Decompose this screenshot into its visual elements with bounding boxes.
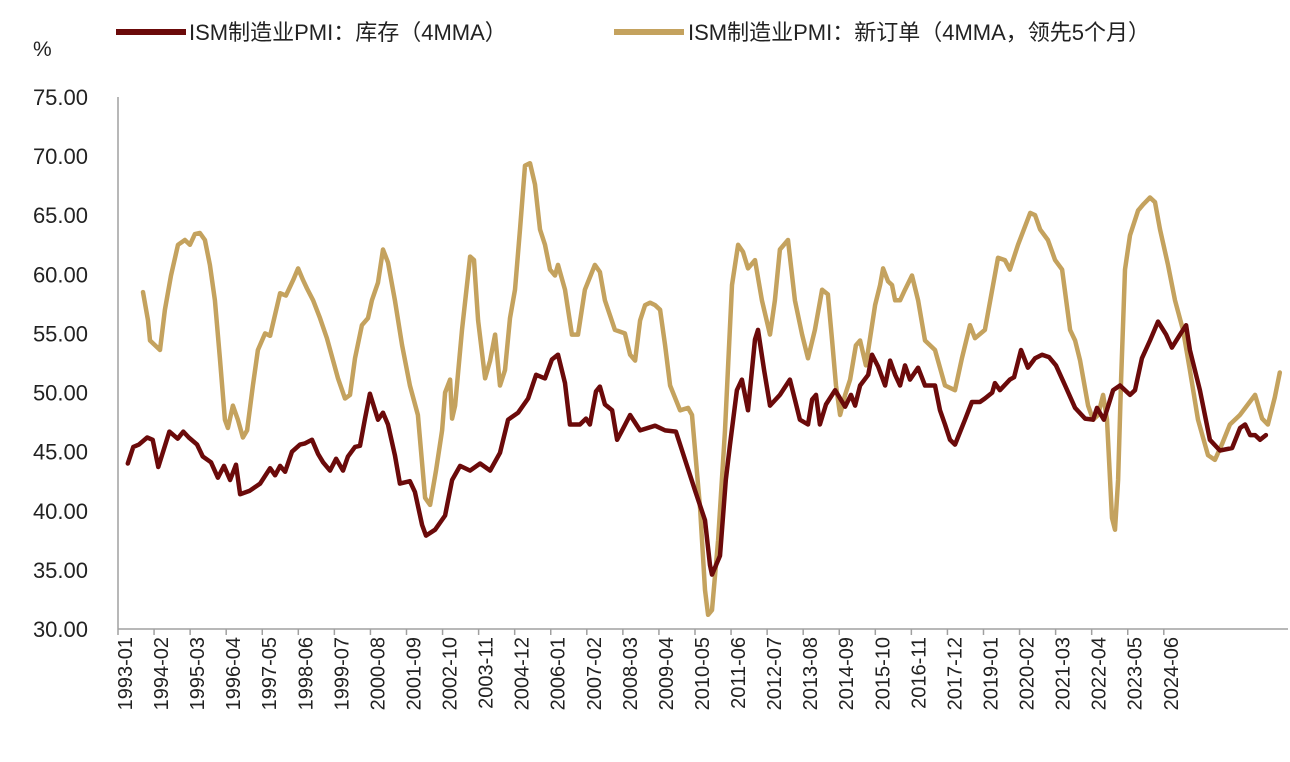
x-tick-label: 2015-10 — [872, 637, 894, 710]
x-tick-label: 1994-02 — [151, 637, 173, 710]
series-line-inventory — [125, 319, 1269, 577]
y-tick-label: 70.00 — [33, 144, 88, 169]
x-tick-label: 1998-06 — [295, 637, 317, 710]
x-tick-label: 1999-07 — [331, 637, 353, 710]
x-tick-label: 2022-04 — [1089, 637, 1111, 710]
y-tick-label: 50.00 — [33, 381, 88, 406]
y-tick-label: 75.00 — [33, 85, 88, 110]
x-tick-label: 2021-03 — [1053, 637, 1075, 710]
y-tick-label: 45.00 — [33, 440, 88, 465]
x-tick-label: 2024-06 — [1161, 637, 1183, 710]
x-tick-label: 2003-11 — [476, 637, 498, 709]
y-tick-label: 40.00 — [33, 499, 88, 524]
x-tick-label: 1993-01 — [115, 637, 137, 710]
x-tick-label: 2013-08 — [800, 637, 822, 710]
x-tick-label: 2009-04 — [656, 637, 678, 710]
x-tick-label: 2008-03 — [620, 637, 642, 710]
x-tick-label: 1996-04 — [223, 637, 245, 710]
x-tick-label: 1995-03 — [187, 637, 209, 710]
x-tick-label: 2007-02 — [584, 637, 606, 710]
x-tick-label: 2012-07 — [764, 637, 786, 710]
y-tick-label: 60.00 — [33, 262, 88, 287]
x-tick-label: 1997-05 — [259, 637, 281, 710]
y-axis: 30.00 35.00 40.00 45.00 50.00 55.00 60.00 65.00… — [33, 85, 119, 642]
x-tick-label: 2010-05 — [692, 637, 714, 710]
x-tick-label: 2000-08 — [367, 637, 389, 710]
y-axis-unit-label: % — [33, 38, 52, 61]
x-tick-label: 2014-09 — [836, 637, 858, 710]
x-tick-label: 2006-01 — [548, 637, 570, 710]
series-line-new-orders — [140, 160, 1283, 618]
legend-label-new-orders: ISM制造业PMI：新订单（4MMA，领先5个月） — [688, 20, 1150, 45]
legend-label-inventory: ISM制造业PMI：库存（4MMA） — [189, 20, 507, 45]
x-axis: 1993-01 1994-02 1995-03 1996-04 1997-05 1998-… — [115, 628, 1288, 710]
x-tick-label: 2020-02 — [1017, 637, 1039, 710]
x-tick-label: 2016-11 — [908, 637, 930, 709]
y-tick-label: 65.00 — [33, 203, 88, 228]
x-tick-label: 2011-06 — [728, 637, 750, 709]
x-tick-label: 2001-09 — [403, 637, 425, 710]
x-tick-label: 2002-10 — [440, 637, 462, 710]
x-tick-label: 2004-12 — [512, 637, 534, 710]
y-tick-label: 35.00 — [33, 558, 88, 583]
legend: ISM制造业PMI：库存（4MMA） ISM制造业PMI：新订单（4MMA，领先… — [116, 20, 1150, 45]
series-lines — [125, 160, 1283, 618]
y-tick-label: 55.00 — [33, 321, 88, 346]
x-tick-label: 2019-01 — [980, 637, 1002, 710]
x-tick-label: 2017-12 — [944, 637, 966, 710]
x-tick-label: 2023-05 — [1125, 637, 1147, 710]
y-tick-label: 30.00 — [33, 617, 88, 642]
